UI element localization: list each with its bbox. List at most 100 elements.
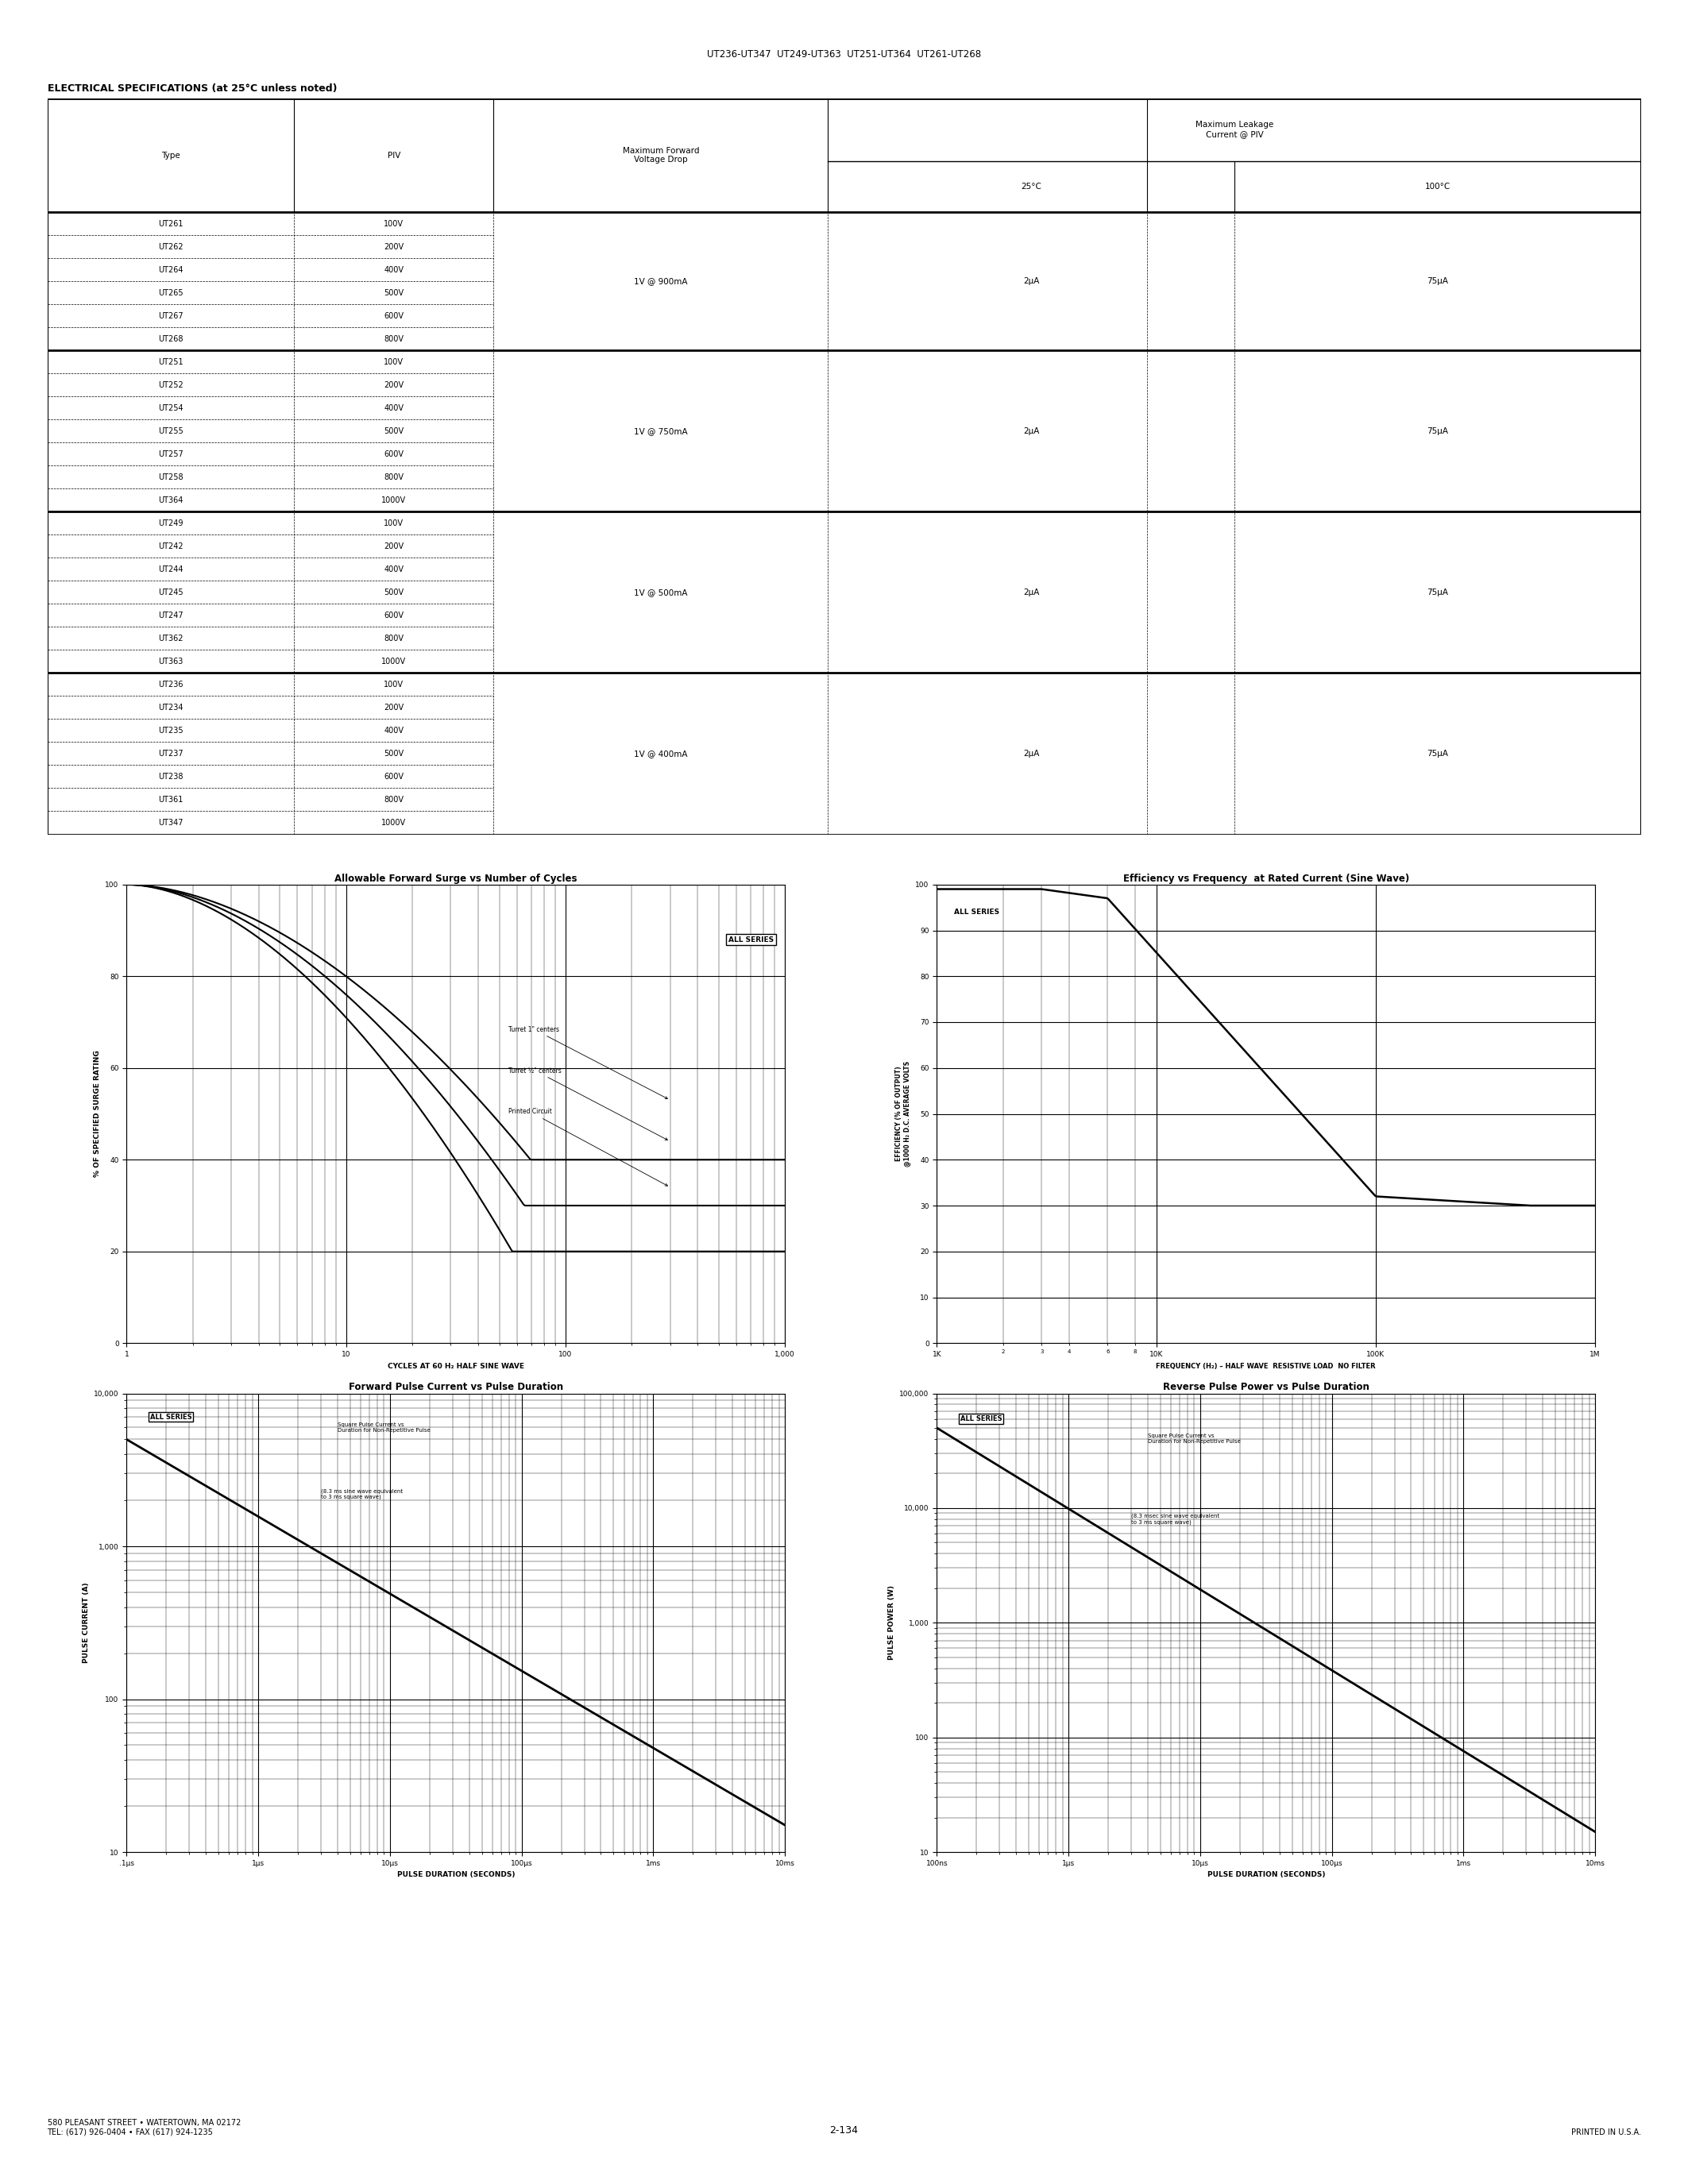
Text: 400V: 400V bbox=[383, 266, 403, 273]
Text: PRINTED IN U.S.A.: PRINTED IN U.S.A. bbox=[1572, 2127, 1641, 2136]
Text: ELECTRICAL SPECIFICATIONS (at 25°C unless noted): ELECTRICAL SPECIFICATIONS (at 25°C unles… bbox=[47, 83, 338, 94]
Text: UT242: UT242 bbox=[159, 542, 184, 550]
Text: Maximum Forward
Voltage Drop: Maximum Forward Voltage Drop bbox=[623, 146, 699, 164]
Text: UT252: UT252 bbox=[159, 382, 184, 389]
Text: Square Pulse Current vs
Duration for Non-Repetitive Pulse: Square Pulse Current vs Duration for Non… bbox=[338, 1422, 430, 1433]
Y-axis label: EFFICIENCY (% OF OUTPUT)
@1000 H₂ D.C. AVERAGE VOLTS: EFFICIENCY (% OF OUTPUT) @1000 H₂ D.C. A… bbox=[895, 1061, 912, 1166]
Text: 200V: 200V bbox=[383, 542, 403, 550]
Text: 800V: 800V bbox=[383, 334, 403, 343]
Text: 2μA: 2μA bbox=[1023, 749, 1040, 758]
Text: 800V: 800V bbox=[383, 474, 403, 480]
Text: 1V @ 750mA: 1V @ 750mA bbox=[635, 428, 687, 435]
Title: Forward Pulse Current vs Pulse Duration: Forward Pulse Current vs Pulse Duration bbox=[348, 1382, 564, 1393]
Text: 1000V: 1000V bbox=[381, 657, 407, 666]
Text: 1000V: 1000V bbox=[381, 496, 407, 505]
Text: PIV: PIV bbox=[387, 151, 400, 159]
Text: 500V: 500V bbox=[383, 749, 403, 758]
Text: 200V: 200V bbox=[383, 703, 403, 712]
Text: 25°C: 25°C bbox=[1021, 183, 1041, 190]
Text: 500V: 500V bbox=[383, 428, 403, 435]
Text: UT361: UT361 bbox=[159, 795, 184, 804]
Text: 600V: 600V bbox=[383, 312, 403, 321]
Text: 200V: 200V bbox=[383, 382, 403, 389]
Text: 75μA: 75μA bbox=[1426, 587, 1448, 596]
X-axis label: FREQUENCY (H₂) – HALF WAVE  RESISTIVE LOAD  NO FILTER: FREQUENCY (H₂) – HALF WAVE RESISTIVE LOA… bbox=[1156, 1363, 1376, 1369]
Y-axis label: PULSE CURRENT (A): PULSE CURRENT (A) bbox=[83, 1583, 89, 1662]
Text: UT267: UT267 bbox=[159, 312, 184, 321]
Title: Reverse Pulse Power vs Pulse Duration: Reverse Pulse Power vs Pulse Duration bbox=[1163, 1382, 1369, 1393]
Text: 600V: 600V bbox=[383, 612, 403, 620]
X-axis label: PULSE DURATION (SECONDS): PULSE DURATION (SECONDS) bbox=[1207, 1872, 1325, 1878]
Text: 75μA: 75μA bbox=[1426, 428, 1448, 435]
Text: 2-134: 2-134 bbox=[830, 2125, 858, 2136]
Text: UT244: UT244 bbox=[159, 566, 184, 574]
Text: 2μA: 2μA bbox=[1023, 277, 1040, 286]
Text: UT363: UT363 bbox=[159, 657, 184, 666]
Title: Allowable Forward Surge vs Number of Cycles: Allowable Forward Surge vs Number of Cyc… bbox=[334, 874, 577, 885]
Text: ALL SERIES: ALL SERIES bbox=[728, 937, 773, 943]
Text: Type: Type bbox=[162, 151, 181, 159]
Text: UT237: UT237 bbox=[159, 749, 184, 758]
Text: UT249: UT249 bbox=[159, 520, 184, 526]
Text: UT362: UT362 bbox=[159, 636, 184, 642]
Text: UT264: UT264 bbox=[159, 266, 184, 273]
Text: UT245: UT245 bbox=[159, 587, 184, 596]
Text: Maximum Leakage
Current @ PIV: Maximum Leakage Current @ PIV bbox=[1195, 120, 1273, 138]
Text: 500V: 500V bbox=[383, 587, 403, 596]
Text: 1000V: 1000V bbox=[381, 819, 407, 828]
Text: Printed Circuit: Printed Circuit bbox=[508, 1107, 667, 1186]
Text: UT268: UT268 bbox=[159, 334, 184, 343]
Text: 800V: 800V bbox=[383, 795, 403, 804]
Y-axis label: % OF SPECIFIED SURGE RATING: % OF SPECIFIED SURGE RATING bbox=[93, 1051, 101, 1177]
Text: 100V: 100V bbox=[383, 681, 403, 688]
Text: UT254: UT254 bbox=[159, 404, 184, 413]
X-axis label: PULSE DURATION (SECONDS): PULSE DURATION (SECONDS) bbox=[397, 1872, 515, 1878]
Text: 1V @ 400mA: 1V @ 400mA bbox=[635, 749, 687, 758]
Text: 500V: 500V bbox=[383, 288, 403, 297]
Text: 600V: 600V bbox=[383, 450, 403, 459]
Text: UT251: UT251 bbox=[159, 358, 184, 367]
Text: (8.3 msec sine wave equivalent
to 3 ms square wave): (8.3 msec sine wave equivalent to 3 ms s… bbox=[1131, 1514, 1220, 1524]
Text: 2μA: 2μA bbox=[1023, 428, 1040, 435]
Text: UT236-UT347  UT249-UT363  UT251-UT364  UT261-UT268: UT236-UT347 UT249-UT363 UT251-UT364 UT26… bbox=[707, 50, 981, 59]
Text: 580 PLEASANT STREET • WATERTOWN, MA 02172
TEL: (617) 926-0404 • FAX (617) 924-12: 580 PLEASANT STREET • WATERTOWN, MA 0217… bbox=[47, 2118, 241, 2136]
Text: ALL SERIES: ALL SERIES bbox=[960, 1415, 1001, 1422]
Text: UT238: UT238 bbox=[159, 773, 184, 780]
Text: UT265: UT265 bbox=[159, 288, 184, 297]
Text: Square Pulse Current vs
Duration for Non-Repetitive Pulse: Square Pulse Current vs Duration for Non… bbox=[1148, 1435, 1241, 1444]
Text: 2μA: 2μA bbox=[1023, 587, 1040, 596]
Text: 75μA: 75μA bbox=[1426, 277, 1448, 286]
Text: UT235: UT235 bbox=[159, 727, 184, 734]
Text: 400V: 400V bbox=[383, 566, 403, 574]
Text: UT364: UT364 bbox=[159, 496, 184, 505]
Text: UT247: UT247 bbox=[159, 612, 184, 620]
Text: UT236: UT236 bbox=[159, 681, 184, 688]
Text: UT261: UT261 bbox=[159, 221, 184, 227]
Text: (8.3 ms sine wave equivalent
to 3 ms square wave): (8.3 ms sine wave equivalent to 3 ms squ… bbox=[321, 1487, 403, 1500]
Text: UT257: UT257 bbox=[159, 450, 184, 459]
Text: 800V: 800V bbox=[383, 636, 403, 642]
Text: UT255: UT255 bbox=[159, 428, 184, 435]
Text: UT262: UT262 bbox=[159, 242, 184, 251]
Text: UT234: UT234 bbox=[159, 703, 184, 712]
Text: Turret 1" centers: Turret 1" centers bbox=[508, 1026, 667, 1099]
Title: Efficiency vs Frequency  at Rated Current (Sine Wave): Efficiency vs Frequency at Rated Current… bbox=[1123, 874, 1409, 885]
Text: Turret ½" centers: Turret ½" centers bbox=[508, 1068, 667, 1140]
Text: 200V: 200V bbox=[383, 242, 403, 251]
Text: 400V: 400V bbox=[383, 727, 403, 734]
Text: UT347: UT347 bbox=[159, 819, 184, 828]
Text: UT258: UT258 bbox=[159, 474, 184, 480]
Text: 75μA: 75μA bbox=[1426, 749, 1448, 758]
X-axis label: CYCLES AT 60 H₂ HALF SINE WAVE: CYCLES AT 60 H₂ HALF SINE WAVE bbox=[388, 1363, 523, 1369]
Text: 100V: 100V bbox=[383, 358, 403, 367]
Text: 1V @ 500mA: 1V @ 500mA bbox=[635, 587, 687, 596]
Text: 400V: 400V bbox=[383, 404, 403, 413]
Text: 600V: 600V bbox=[383, 773, 403, 780]
Text: ALL SERIES: ALL SERIES bbox=[954, 909, 999, 915]
Text: 100°C: 100°C bbox=[1425, 183, 1450, 190]
Text: 1V @ 900mA: 1V @ 900mA bbox=[635, 277, 687, 286]
Text: 100V: 100V bbox=[383, 221, 403, 227]
Text: 100V: 100V bbox=[383, 520, 403, 526]
Y-axis label: PULSE POWER (W): PULSE POWER (W) bbox=[888, 1586, 895, 1660]
Text: ALL SERIES: ALL SERIES bbox=[150, 1413, 191, 1420]
